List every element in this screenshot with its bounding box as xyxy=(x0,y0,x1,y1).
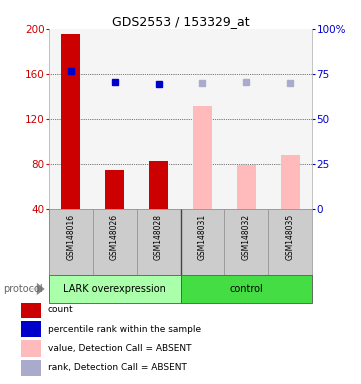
Text: value, Detection Call = ABSENT: value, Detection Call = ABSENT xyxy=(48,344,191,353)
Text: GSM148016: GSM148016 xyxy=(66,214,75,260)
Text: rank, Detection Call = ABSENT: rank, Detection Call = ABSENT xyxy=(48,363,187,372)
Bar xyxy=(105,170,124,209)
Text: GSM148026: GSM148026 xyxy=(110,214,119,260)
Text: GSM148035: GSM148035 xyxy=(286,214,295,260)
Bar xyxy=(61,35,80,209)
Text: control: control xyxy=(230,284,263,294)
Text: GSM148032: GSM148032 xyxy=(242,214,251,260)
Bar xyxy=(21,341,41,357)
Text: LARK overexpression: LARK overexpression xyxy=(63,284,166,294)
Text: count: count xyxy=(48,305,74,314)
Text: GSM148028: GSM148028 xyxy=(154,214,163,260)
Bar xyxy=(149,161,168,209)
Bar xyxy=(193,106,212,209)
Bar xyxy=(237,165,256,209)
Bar xyxy=(21,302,41,318)
Bar xyxy=(281,155,300,209)
Text: GSM148031: GSM148031 xyxy=(198,214,207,260)
Text: percentile rank within the sample: percentile rank within the sample xyxy=(48,324,201,334)
Title: GDS2553 / 153329_at: GDS2553 / 153329_at xyxy=(112,15,249,28)
Bar xyxy=(21,360,41,376)
Bar xyxy=(180,275,312,303)
Bar xyxy=(21,321,41,337)
Bar xyxy=(49,275,180,303)
Text: protocol: protocol xyxy=(4,284,43,294)
